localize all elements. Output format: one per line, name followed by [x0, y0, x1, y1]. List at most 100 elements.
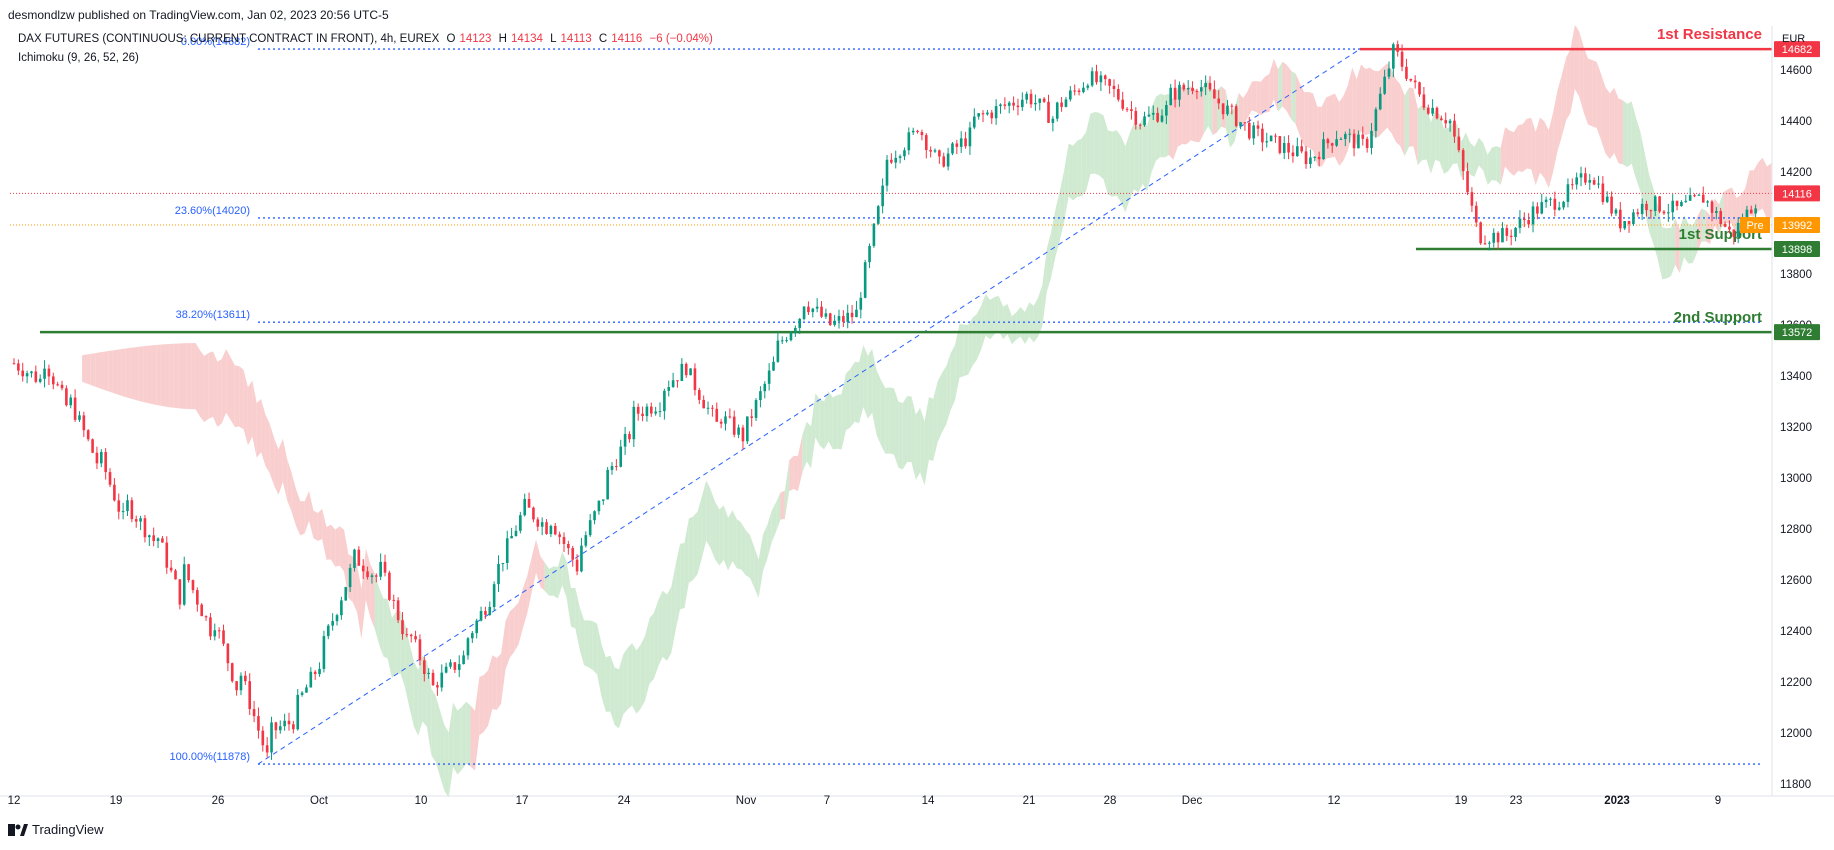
candle-body [479, 611, 483, 621]
candle-body [1226, 105, 1229, 115]
cloud-segment [570, 587, 576, 629]
candle-body [165, 542, 169, 568]
cloud-segment [850, 361, 855, 428]
candle-body [1178, 84, 1181, 100]
cloud-segment [1216, 86, 1222, 133]
cloud-segment [1727, 187, 1733, 224]
cloud-segment [789, 455, 794, 492]
candle-body [1252, 125, 1255, 139]
cloud-segment [1387, 63, 1392, 134]
candle-body [1553, 198, 1557, 210]
cloud-segment [496, 653, 502, 711]
price-tick-label: 14400 [1780, 116, 1812, 128]
candle-body [711, 407, 714, 409]
candle-body [1143, 116, 1146, 126]
candle-body [1060, 102, 1063, 107]
cloud-segment [575, 587, 580, 650]
cloud-segment [623, 647, 628, 715]
cloud-segment [1749, 170, 1754, 218]
candle-body [17, 363, 20, 371]
candle-body [108, 472, 112, 485]
close-label: C [598, 33, 608, 45]
candle-body [99, 452, 103, 464]
candle-body [1584, 173, 1587, 183]
cloud-segment [156, 344, 161, 406]
candle-body [1069, 90, 1072, 100]
candle-body [436, 685, 439, 688]
cloud-segment [1684, 215, 1689, 264]
cloud-segment [771, 502, 777, 543]
candle-body [523, 498, 527, 516]
cloud-segment [985, 293, 991, 340]
candle-body [938, 150, 941, 157]
cloud-segment [697, 496, 702, 575]
price-tick-label: 12400 [1780, 626, 1812, 638]
candle-body [1653, 196, 1657, 211]
cloud-segment [1299, 83, 1305, 147]
time-tick-label: 24 [618, 795, 631, 807]
candle-body [632, 406, 636, 440]
candle-body [1675, 200, 1679, 207]
candle-body [213, 630, 217, 637]
cloud-segment [998, 295, 1004, 340]
time-axis[interactable]: 12 19 26 Oct 10 17 24 Nov 7 14 21 28 Dec 12 19 23 2023 9 [0, 795, 1834, 807]
time-tick-label: 7 [824, 795, 830, 807]
candle-body [148, 535, 151, 538]
cloud-segment [243, 370, 248, 446]
candle-body [1361, 134, 1365, 139]
cloud-segment [1544, 121, 1549, 189]
candle-body [47, 368, 51, 377]
candle-body [335, 615, 339, 622]
candle-body [828, 313, 832, 325]
candle-body [1261, 128, 1264, 143]
candle-body [1191, 87, 1194, 92]
cloud-segment [1020, 306, 1025, 345]
cloud-segment [675, 543, 681, 630]
candle-body [859, 297, 863, 310]
candle-body [1640, 203, 1644, 215]
symbol-name: DAX FUTURES (CONTINUOUS: CURRENT CONTRAC… [18, 33, 440, 45]
cloud-segment [828, 391, 833, 450]
candle-body [1025, 93, 1028, 100]
symbol-legend[interactable]: DAX FUTURES (CONTINUOUS: CURRENT CONTRAC… [18, 33, 717, 45]
footer-brand[interactable]: TradingView [8, 822, 104, 837]
cloud-segment [1535, 117, 1541, 186]
price-axis[interactable]: 11800 12000 12200 12400 12600 12800 13000 13200… [1771, 26, 1812, 796]
cloud-segment [688, 516, 694, 583]
candle-body [1374, 109, 1378, 131]
cloud-segment [902, 396, 908, 470]
cloud-segment [732, 510, 737, 569]
cloud-segment [872, 348, 877, 435]
candle-body [427, 672, 430, 675]
time-tick-label: 26 [212, 795, 225, 807]
price-tick-label: 12800 [1780, 524, 1812, 536]
cloud-segment [95, 352, 100, 389]
cloud-segment [1505, 127, 1510, 172]
candle-body [69, 397, 73, 406]
cloud-segment [1173, 88, 1178, 160]
candle-body [1051, 118, 1055, 123]
chart-canvas[interactable]: 0.00%(14682) 23.60%(14020) 38.20%(13611) 10… [0, 26, 1834, 820]
candle-body [654, 411, 657, 414]
candle-body [1034, 102, 1037, 105]
candle-body [1125, 108, 1129, 110]
pre-tag-label: Pre [1746, 220, 1763, 232]
cloud-segment [1081, 132, 1087, 197]
cloud-segment [186, 343, 192, 410]
cloud-segment [832, 395, 838, 450]
candle-body [370, 575, 374, 578]
candle-body [113, 484, 116, 501]
cloud-segment [295, 489, 301, 536]
support-badge: 13572 [1782, 327, 1813, 339]
cloud-segment [1618, 98, 1623, 165]
candle-body [898, 156, 902, 158]
candle-body [1047, 101, 1050, 123]
candle-body [850, 312, 854, 318]
indicator-legend[interactable]: Ichimoku (9, 26, 52, 26) [18, 52, 139, 64]
cloud-segment [968, 317, 973, 375]
cloud-segment [1125, 133, 1130, 213]
candle-body [1082, 87, 1085, 93]
candle-body [1527, 220, 1530, 225]
cloud-segment [343, 529, 349, 598]
